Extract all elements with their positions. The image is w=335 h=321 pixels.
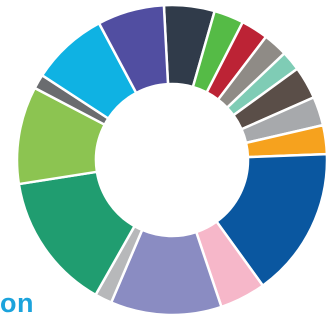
donut-slices [15,3,329,317]
donut-hole [96,84,248,236]
caption-fragment: on [0,288,34,318]
